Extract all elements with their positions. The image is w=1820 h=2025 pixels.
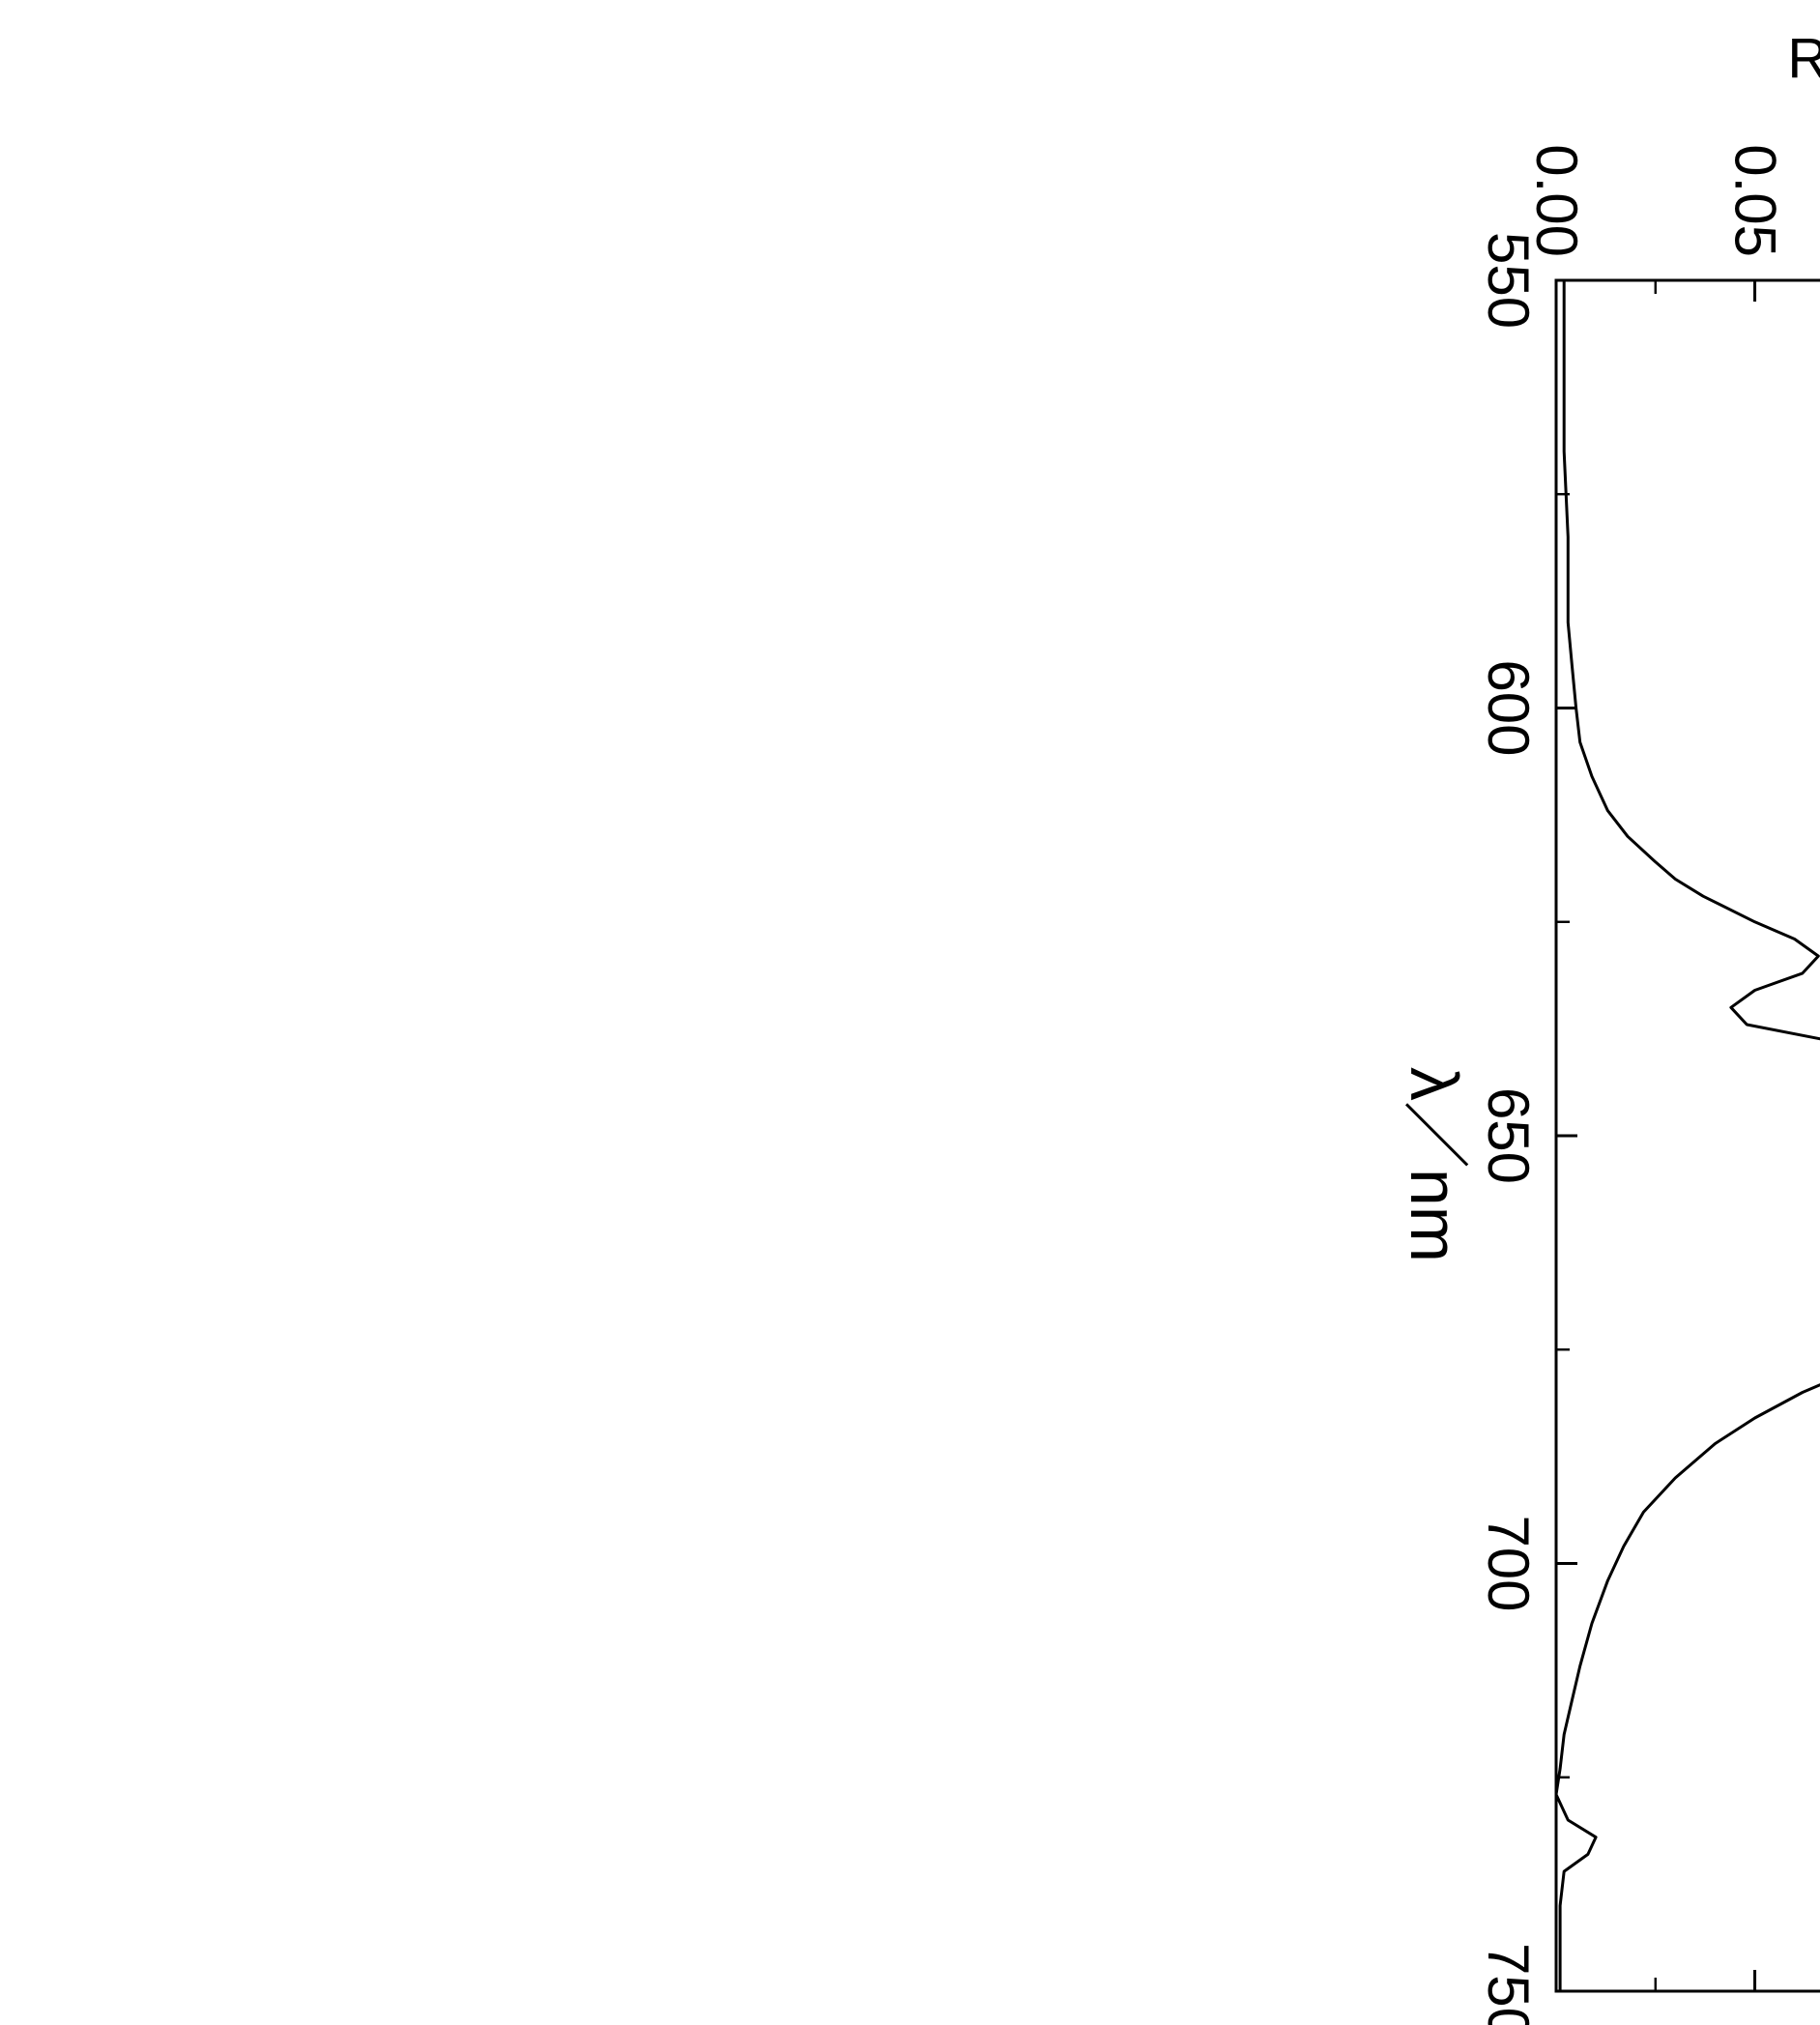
plot-group: 5506006507007500.000.050.100.150.200.25λ…	[1397, 27, 1820, 2025]
x-tick-label: 600	[1476, 659, 1541, 756]
series-line	[1556, 280, 1820, 1991]
x-axis-label: λ／nm	[1397, 1067, 1472, 1262]
y-tick-label: 0.05	[1723, 144, 1788, 257]
x-tick-label: 700	[1476, 1515, 1541, 1611]
plot-frame	[1556, 280, 1820, 1991]
y-tick-label: 0.00	[1524, 144, 1589, 257]
spectrum-chart: 5506006507007500.000.050.100.150.200.25λ…	[0, 0, 1820, 2025]
y-axis-label: RELATIVE INTENSITY	[1787, 27, 1820, 90]
x-tick-label: 750	[1476, 1943, 1541, 2025]
x-tick-label: 650	[1476, 1087, 1541, 1184]
